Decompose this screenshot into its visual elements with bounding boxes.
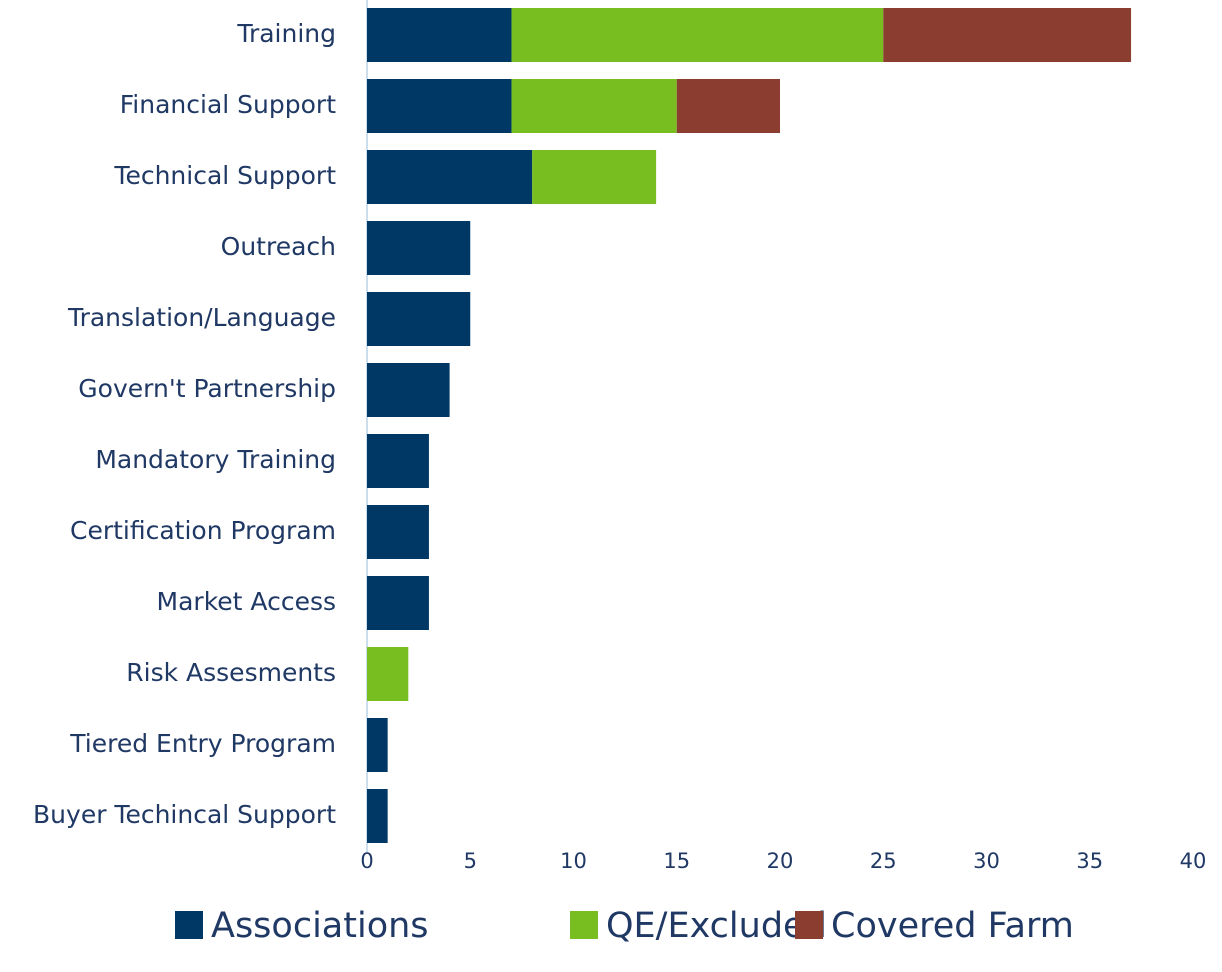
legend-label: Associations xyxy=(211,906,429,946)
x-tick-label: 25 xyxy=(870,849,897,873)
bar-segment xyxy=(367,718,388,772)
category-label: Govern't Partnership xyxy=(78,374,336,403)
x-tick-label: 15 xyxy=(663,849,690,873)
bar-segment xyxy=(367,647,409,701)
bar-segment xyxy=(367,363,450,417)
bar-segment xyxy=(367,79,512,133)
bar-segment xyxy=(367,150,533,204)
category-label: Certification Program xyxy=(70,516,336,545)
category-label: Market Access xyxy=(157,587,336,616)
category-label: Financial Support xyxy=(120,90,336,119)
category-label: Outreach xyxy=(221,232,336,261)
bar-segment xyxy=(367,789,388,843)
x-tick-label: 5 xyxy=(464,849,477,873)
legend-swatch xyxy=(795,911,823,939)
legend-swatch xyxy=(570,911,598,939)
category-label: Mandatory Training xyxy=(95,445,336,474)
bar-segment xyxy=(367,434,429,488)
bar-segment xyxy=(367,576,429,630)
bar-segment xyxy=(511,8,884,62)
x-tick-label: 20 xyxy=(767,849,794,873)
bar-segment xyxy=(883,8,1132,62)
bar-segment xyxy=(367,8,512,62)
category-label: Risk Assesments xyxy=(126,658,336,687)
legend-swatch xyxy=(175,911,203,939)
x-tick-label: 30 xyxy=(973,849,1000,873)
bar-segment xyxy=(367,505,429,559)
x-tick-label: 0 xyxy=(360,849,373,873)
bar-segment xyxy=(676,79,780,133)
category-label: Technical Support xyxy=(113,161,336,190)
bar-segment xyxy=(532,150,657,204)
bar-segment xyxy=(511,79,677,133)
legend-label: QE/Excluded xyxy=(606,906,827,946)
category-label: Translation/Language xyxy=(67,303,336,332)
x-tick-label: 35 xyxy=(1076,849,1103,873)
bar-segment xyxy=(367,292,471,346)
x-tick-label: 10 xyxy=(560,849,587,873)
x-tick-label: 40 xyxy=(1180,849,1207,873)
category-label: Tiered Entry Program xyxy=(69,729,336,758)
category-label: Buyer Techincal Support xyxy=(33,800,336,829)
category-label: Training xyxy=(236,19,336,48)
legend-label: Covered Farm xyxy=(831,906,1074,946)
bar-segment xyxy=(367,221,471,275)
